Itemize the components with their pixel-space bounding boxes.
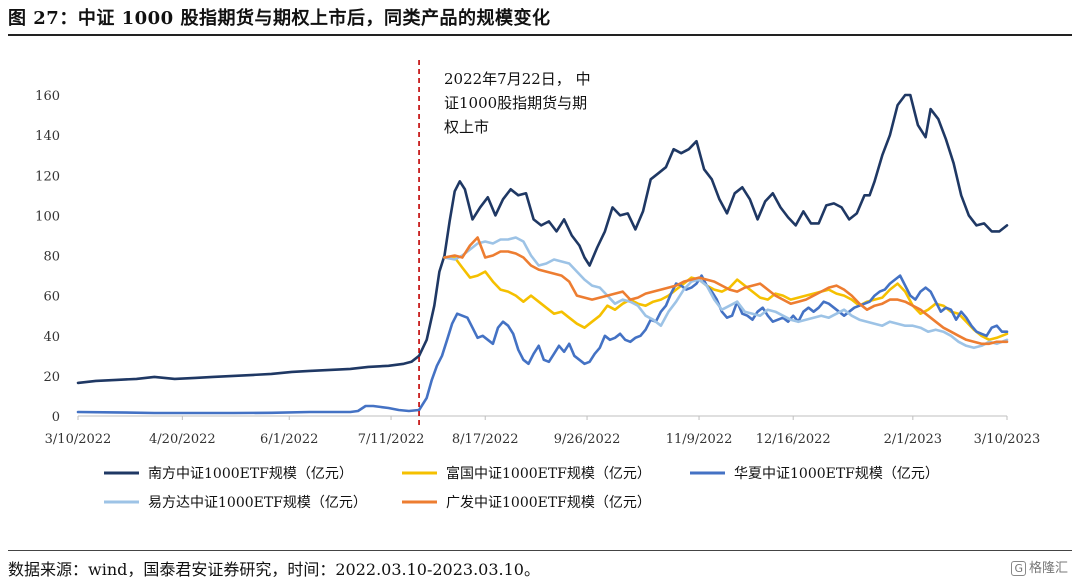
- series-line-1: [76, 93, 1009, 385]
- y-tick-label: 40: [43, 330, 60, 345]
- series-line-3: [76, 274, 1009, 415]
- y-tick-label: 20: [43, 370, 60, 385]
- y-tick-label: 0: [52, 410, 60, 425]
- y-tick-label: 80: [43, 250, 60, 265]
- x-tick-label: 4/20/2022: [149, 432, 216, 447]
- annotation-text: 2022年7月22日， 中: [444, 70, 591, 88]
- series-line-5: [443, 236, 1009, 346]
- x-tick-label: 3/10/2022: [45, 432, 112, 447]
- chart-axes: 0 20 40 60 80 100 120 140 160 3/10/2022 4/20/2022 6…: [35, 89, 1040, 447]
- x-tick-label: 7/11/2022: [358, 432, 425, 447]
- x-tick-label: 12/16/2022: [756, 432, 831, 447]
- legend-label: 广发中证1000ETF规模（亿元）: [446, 495, 651, 511]
- chart-legend: 南方中证1000ETF规模（亿元） 富国中证1000ETF规模（亿元） 华夏中证10…: [104, 465, 939, 511]
- x-tick-label: 11/9/2022: [666, 432, 733, 447]
- y-tick-label: 160: [35, 89, 60, 104]
- x-tick-label: 6/1/2022: [260, 432, 318, 447]
- x-tick-label: 9/26/2022: [554, 432, 621, 447]
- watermark-text: 格隆汇: [1028, 561, 1068, 576]
- chart-series: [76, 93, 1009, 415]
- y-tick-label: 100: [35, 209, 60, 224]
- series-line-2: [443, 256, 1009, 342]
- annotation-text: 证1000股指期货与期: [444, 94, 587, 112]
- annotation-text: 权上市: [444, 118, 489, 136]
- x-tick-label: 3/10/2023: [974, 432, 1041, 447]
- x-tick-label: 2/1/2023: [884, 432, 942, 447]
- title-rule: [8, 34, 1072, 36]
- watermark-logo-icon: G: [1011, 561, 1026, 576]
- y-tick-label: 120: [35, 169, 60, 184]
- legend-label: 华夏中证1000ETF规模（亿元）: [734, 466, 939, 482]
- legend-label: 易方达中证1000ETF规模（亿元）: [148, 495, 367, 511]
- y-tick-label: 60: [43, 290, 60, 305]
- series-line-4: [443, 236, 1009, 350]
- source-note: 数据来源：wind，国泰君安证券研究，时间：2022.03.10-2023.03…: [8, 560, 540, 579]
- legend-label: 富国中证1000ETF规模（亿元）: [446, 465, 651, 482]
- legend-label: 南方中证1000ETF规模（亿元）: [148, 466, 353, 482]
- source-rule: [8, 550, 1072, 551]
- figure-title: 图 27：中证 1000 股指期货与期权上市后，同类产品的规模变化: [8, 8, 551, 29]
- watermark: G 格隆汇: [1011, 557, 1068, 576]
- x-tick-label: 8/17/2022: [452, 432, 519, 447]
- y-tick-label: 140: [35, 129, 60, 144]
